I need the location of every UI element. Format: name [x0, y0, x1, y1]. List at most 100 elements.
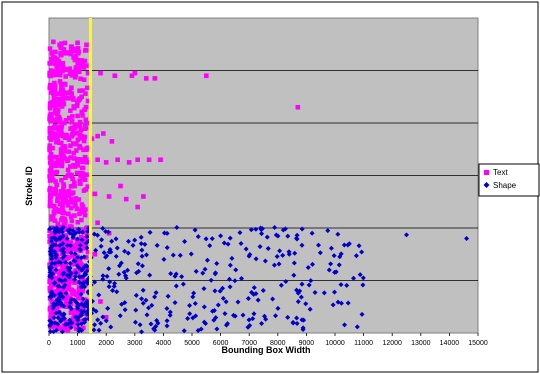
shape-point — [113, 253, 119, 259]
text-point — [75, 113, 80, 119]
text-point — [79, 245, 84, 250]
shape-point — [84, 278, 90, 284]
shape-point — [185, 315, 191, 321]
shape-point — [49, 320, 55, 326]
text-point — [85, 120, 91, 126]
text-point — [135, 204, 140, 210]
text-point — [50, 231, 55, 237]
shape-point — [243, 246, 249, 252]
shape-point — [246, 253, 252, 259]
text-point — [78, 181, 83, 187]
x-tick-label: 12000 — [382, 340, 402, 347]
text-point — [83, 267, 88, 273]
text-point — [73, 53, 79, 59]
text-point — [54, 290, 59, 295]
text-point — [47, 203, 53, 209]
shape-point — [299, 281, 305, 287]
shape-point — [164, 318, 170, 324]
shape-point — [130, 242, 136, 248]
text-point — [84, 160, 90, 165]
text-point — [47, 187, 52, 193]
shape-point — [56, 277, 62, 283]
text-point — [51, 154, 57, 160]
shape-point — [133, 307, 139, 313]
shape-point — [208, 277, 214, 283]
shape-point — [147, 272, 153, 278]
text-point — [82, 154, 88, 160]
shape-point — [78, 284, 84, 290]
text-point — [53, 154, 59, 160]
shape-point — [100, 314, 106, 320]
shape-point — [107, 279, 113, 285]
shape-point — [187, 311, 193, 317]
shape-point — [63, 290, 69, 296]
shape-point — [139, 296, 145, 302]
text-point — [59, 177, 64, 183]
text-point — [74, 170, 80, 176]
shape-point — [277, 248, 283, 254]
text-point — [60, 205, 65, 211]
text-point — [71, 104, 77, 109]
shape-point — [217, 288, 223, 294]
shape-point — [75, 317, 81, 323]
shape-point — [49, 256, 55, 262]
shape-point — [61, 303, 67, 309]
text-point — [65, 279, 70, 284]
shape-point — [204, 257, 210, 263]
shape-point — [295, 299, 301, 305]
text-point — [48, 168, 54, 173]
shape-point — [143, 297, 149, 303]
shape-point — [139, 263, 145, 269]
shape-point — [232, 278, 238, 284]
text-point — [47, 143, 53, 148]
shape-point — [48, 238, 54, 244]
shape-point — [273, 313, 279, 319]
text-point — [80, 88, 85, 93]
text-point — [58, 151, 64, 156]
text-point — [79, 109, 85, 115]
text-point — [83, 236, 88, 242]
text-point — [75, 242, 80, 247]
shape-point — [274, 253, 280, 259]
text-point — [54, 110, 60, 116]
shape-point — [192, 227, 198, 233]
shape-point — [79, 237, 85, 243]
text-point — [52, 68, 58, 74]
x-tick-label: 5000 — [184, 340, 200, 347]
legend-text-marker — [484, 170, 489, 175]
text-point — [73, 307, 78, 313]
shape-point — [80, 229, 86, 235]
text-point — [79, 304, 85, 310]
text-point — [63, 51, 69, 56]
shape-point — [181, 328, 187, 334]
text-point — [60, 100, 66, 106]
text-point — [85, 184, 90, 189]
shape-point — [106, 284, 112, 290]
text-point — [69, 191, 74, 196]
shape-point — [49, 260, 55, 266]
text-point — [65, 202, 71, 208]
shape-point — [303, 301, 309, 307]
text-point — [67, 172, 72, 177]
shape-point — [152, 327, 158, 333]
text-point — [62, 273, 67, 278]
x-tick-label: 7000 — [241, 340, 257, 347]
shape-point — [298, 294, 304, 300]
text-point — [83, 125, 89, 131]
text-point — [74, 65, 80, 71]
text-point — [132, 70, 138, 76]
text-point — [84, 172, 89, 178]
text-point — [81, 65, 87, 70]
shape-point — [290, 319, 296, 325]
text-point — [53, 179, 58, 184]
text-point — [51, 203, 57, 209]
shape-point — [155, 320, 161, 326]
text-point — [53, 118, 58, 123]
text-point — [62, 216, 67, 222]
shape-point — [265, 245, 271, 251]
text-point — [57, 42, 62, 48]
text-point — [52, 239, 58, 244]
text-point — [78, 58, 84, 64]
text-point — [146, 157, 152, 163]
shape-point — [168, 271, 174, 277]
